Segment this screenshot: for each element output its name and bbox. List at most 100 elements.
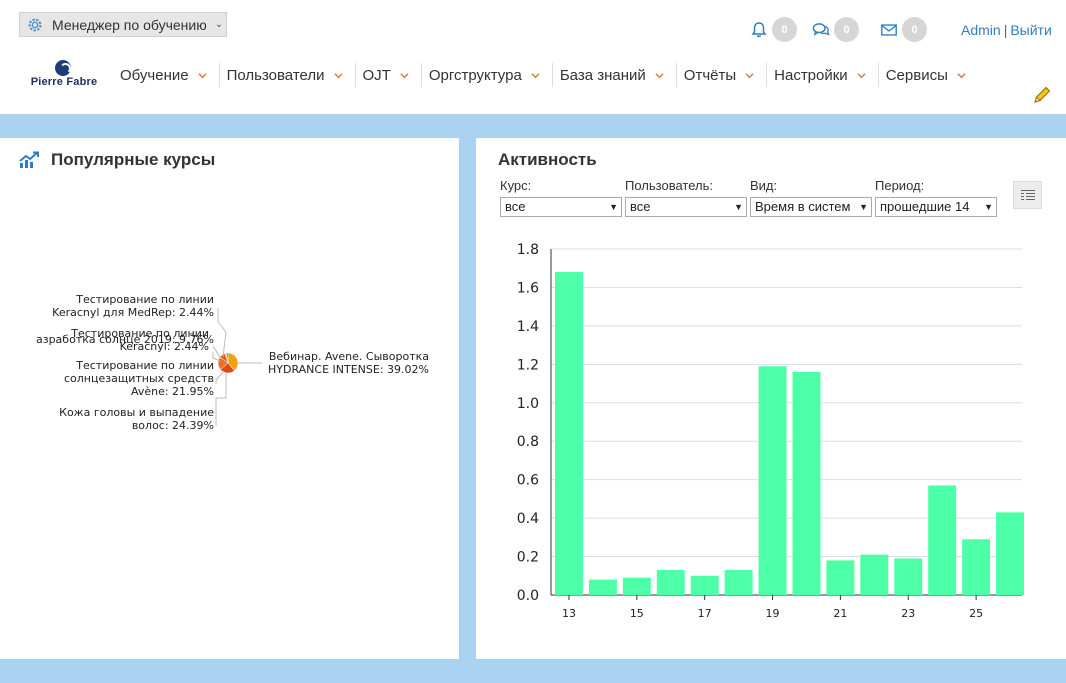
filter-select-value: все xyxy=(505,199,526,214)
bell-icon xyxy=(751,21,767,37)
mail-button[interactable]: 0 xyxy=(880,17,927,42)
y-tick-label: 1.4 xyxy=(517,319,539,335)
bar[interactable] xyxy=(622,577,651,595)
chat-icon xyxy=(812,22,830,36)
separator: | xyxy=(1003,22,1008,38)
chevron-down-icon xyxy=(857,72,866,78)
nav-item[interactable]: Отчёты xyxy=(677,63,768,87)
top-header: Менеджер по обучению ⌄ 0 0 0 xyxy=(0,0,1066,114)
dropdown-arrow-icon: ▼ xyxy=(857,198,868,216)
main-nav: Обучение Пользователи OJT Оргструктура База … xyxy=(113,62,978,88)
filter-label: Период: xyxy=(875,178,925,193)
bar[interactable] xyxy=(962,539,991,595)
nav-item-label: Отчёты xyxy=(683,66,737,84)
logo[interactable]: Pierre Fabre xyxy=(24,60,104,90)
filter-select-value: все xyxy=(630,199,651,214)
role-select[interactable]: Менеджер по обучению ⌄ xyxy=(19,12,227,37)
pie-chart xyxy=(212,308,262,426)
chevron-down-icon: ⌄ xyxy=(214,19,224,30)
pencil-icon[interactable] xyxy=(1032,85,1052,105)
popular-courses-header: Популярные курсы xyxy=(19,150,215,170)
chevron-down-icon xyxy=(745,72,754,78)
messages-button[interactable]: 0 xyxy=(812,17,859,42)
nav-item[interactable]: OJT xyxy=(356,63,422,87)
pie-label-line: Вебинар. Avene. Сыворотка xyxy=(268,350,429,363)
nav-item[interactable]: База знаний xyxy=(553,63,677,87)
nav-item[interactable]: Сервисы xyxy=(879,63,978,87)
y-tick-label: 0.0 xyxy=(517,588,539,604)
bar[interactable] xyxy=(894,558,923,595)
pie-label: Вебинар. Avene. Сыворотка HYDRANCE INTENS… xyxy=(268,350,429,376)
nav-item[interactable]: Настройки xyxy=(767,63,879,87)
nav-item[interactable]: Оргструктура xyxy=(422,63,553,87)
filter-select-value: Время в систем xyxy=(755,199,851,214)
bar[interactable] xyxy=(860,554,889,595)
user-link[interactable]: Admin xyxy=(961,22,1001,38)
y-tick-label: 0.2 xyxy=(517,550,539,566)
nav-item[interactable]: Пользователи xyxy=(220,63,356,87)
chevron-down-icon xyxy=(531,72,540,78)
pie-label: Тестирование по линии Keracnyl: 2.44% xyxy=(71,327,209,353)
bar[interactable] xyxy=(656,570,685,595)
nav-item-label: Пользователи xyxy=(226,66,325,84)
logo-text: Pierre Fabre xyxy=(30,76,98,88)
bar[interactable] xyxy=(826,560,855,595)
chart-menu-button[interactable] xyxy=(1013,181,1042,209)
notifications-button[interactable]: 0 xyxy=(750,17,797,42)
pie-label-line: Keracnyl: 2.44% xyxy=(119,340,209,353)
pie-label: Тестирование по линии солнцезащитных сред… xyxy=(64,359,214,398)
pie-leader-line xyxy=(215,372,227,426)
y-tick-label: 0.6 xyxy=(517,473,539,489)
chevron-down-icon xyxy=(655,72,664,78)
pie-label: Кожа головы и выпадение волос: 24.39% xyxy=(59,406,214,432)
y-tick-label: 1.6 xyxy=(517,280,539,296)
pie-label: азработка солнце 2019: 9.76% xyxy=(36,333,214,346)
bar[interactable] xyxy=(588,579,617,595)
gear-icon xyxy=(28,18,42,31)
pie-label-line: Keracnyl для MedRep: 2.44% xyxy=(52,306,214,319)
pie-slice[interactable] xyxy=(226,352,229,364)
y-tick-label: 0.4 xyxy=(517,511,539,527)
bar[interactable] xyxy=(690,575,719,595)
y-tick-label: 1.8 xyxy=(517,242,539,258)
bar[interactable] xyxy=(724,570,753,595)
filter-select[interactable]: все ▼ xyxy=(625,197,747,217)
filter-select[interactable]: Время в систем ▼ xyxy=(750,197,872,217)
pie-label-line: Кожа головы и выпадение xyxy=(59,406,214,419)
mail-badge: 0 xyxy=(902,17,927,42)
list-menu-icon xyxy=(1020,190,1035,200)
pie-label-line: Тестирование по линии xyxy=(71,327,209,340)
envelope-icon xyxy=(881,23,897,36)
pie-leader-line xyxy=(217,308,227,358)
pie-label-line: Avène: 21.95% xyxy=(130,385,214,398)
chart-trend-icon xyxy=(19,151,39,168)
dropdown-arrow-icon: ▼ xyxy=(732,198,743,216)
popular-courses-chart: Вебинар. Avene. Сыворотка HYDRANCE INTENS… xyxy=(0,288,459,448)
chevron-down-icon xyxy=(333,72,343,78)
role-select-label: Менеджер по обучению xyxy=(52,16,207,33)
pie-label-line: азработка солнце 2019: 9.76% xyxy=(35,333,214,346)
bar[interactable] xyxy=(792,372,821,595)
pie-slice[interactable] xyxy=(227,352,239,372)
nav-item[interactable]: Обучение xyxy=(113,63,220,87)
pie-label-line: солнцезащитных средств xyxy=(64,372,214,385)
bar[interactable] xyxy=(928,485,957,595)
bar[interactable] xyxy=(555,272,583,595)
popular-courses-title: Популярные курсы xyxy=(51,150,216,169)
activity-bar-chart: 0.0 0.2 0.4 0.6 0.8 1.0 1.2 1.4 1.6 1.8 13 15 17 19 21… xyxy=(517,242,1024,620)
y-tick-label: 1.0 xyxy=(517,396,539,412)
logout-link[interactable]: Выйти xyxy=(1010,22,1052,38)
filter-label: Вид: xyxy=(750,178,778,193)
x-tick-label: 13 xyxy=(562,607,576,620)
messages-badge: 0 xyxy=(834,17,859,42)
x-tick-label: 21 xyxy=(833,607,847,620)
bar[interactable] xyxy=(996,512,1024,595)
dropdown-arrow-icon: ▼ xyxy=(982,198,993,216)
filter-select[interactable]: прошедшие 14 ▼ xyxy=(875,197,997,217)
nav-item-label: OJT xyxy=(362,66,391,84)
pie-leader-line xyxy=(212,345,222,360)
bar[interactable] xyxy=(758,366,787,595)
filter-select[interactable]: все ▼ xyxy=(500,197,622,217)
popular-courses-panel: Популярные курсы Вебинар. Avene. Сыворот… xyxy=(0,138,459,659)
nav-item-label: Настройки xyxy=(774,66,848,84)
